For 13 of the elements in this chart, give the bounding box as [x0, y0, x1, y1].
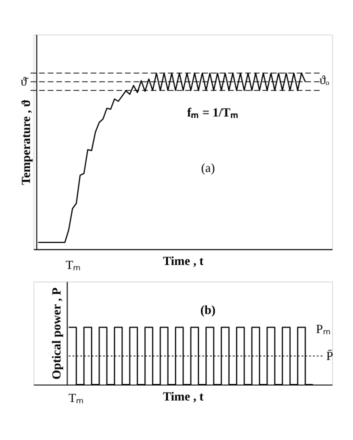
text: Tₘ [68, 390, 84, 405]
ref-line-label: ϑ̄ [20, 74, 29, 89]
text: Tₘ [66, 258, 82, 272]
annotation: fₘ = 1/Tₘ [187, 106, 238, 120]
ref-line-label: P̄ [326, 348, 334, 363]
x-axis-title: Time , t [162, 254, 204, 268]
x-axis-title: Time , t [162, 389, 204, 404]
annotation: (a) [201, 160, 215, 175]
y-axis-title: Optical power , P [50, 287, 64, 380]
text: ϑₒ [320, 73, 330, 88]
annotation: Pₘ [316, 322, 331, 336]
text: (b) [200, 302, 216, 317]
y-axis-title: Temperature , ϑ [19, 99, 34, 186]
